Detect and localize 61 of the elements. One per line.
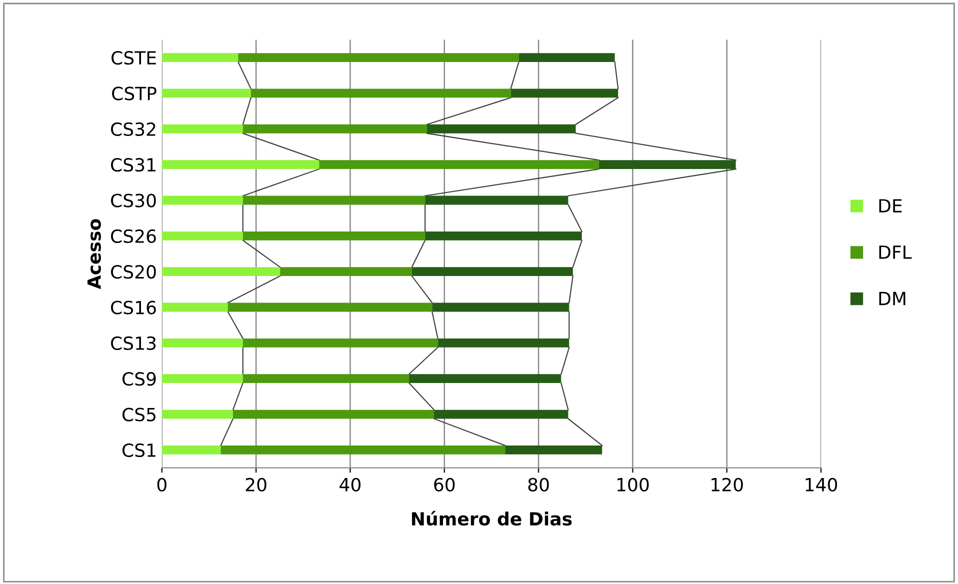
legend-label: DE bbox=[879, 199, 902, 212]
y-axis-title: Acesso bbox=[88, 219, 101, 290]
bar bbox=[162, 302, 228, 312]
bar bbox=[242, 124, 427, 134]
x-tick-label: 40 bbox=[340, 478, 361, 492]
bar bbox=[162, 196, 243, 205]
x-tick-label: 60 bbox=[434, 478, 455, 492]
x-tick-label: 80 bbox=[528, 478, 549, 492]
bar bbox=[162, 267, 280, 276]
bar bbox=[598, 160, 736, 170]
bar bbox=[238, 53, 519, 62]
bar bbox=[425, 231, 582, 240]
bar bbox=[232, 410, 434, 419]
bar bbox=[425, 196, 568, 205]
bar bbox=[162, 53, 238, 62]
x-tick-label: 120 bbox=[712, 478, 743, 492]
bar bbox=[434, 410, 568, 419]
bar bbox=[162, 88, 251, 98]
y-tick-label: CS5 bbox=[122, 408, 156, 422]
bar bbox=[220, 445, 506, 454]
bar bbox=[319, 160, 599, 170]
bar bbox=[242, 374, 410, 384]
bar bbox=[438, 338, 570, 348]
bar bbox=[250, 88, 511, 98]
bar bbox=[242, 338, 438, 348]
legend-label: DM bbox=[879, 292, 906, 306]
bar bbox=[426, 124, 576, 134]
bar bbox=[162, 160, 320, 170]
y-tick-label: CS1 bbox=[122, 443, 156, 458]
bar bbox=[228, 302, 432, 312]
bar bbox=[162, 124, 243, 134]
bar bbox=[162, 410, 233, 419]
y-tick-label: CS13 bbox=[111, 336, 156, 350]
y-tick-label: CS9 bbox=[122, 372, 156, 386]
x-tick-label: 140 bbox=[806, 478, 838, 492]
bar bbox=[280, 267, 412, 276]
bar bbox=[162, 231, 243, 240]
y-tick-label: CS32 bbox=[111, 122, 156, 136]
bar bbox=[518, 53, 615, 62]
bar bbox=[242, 231, 426, 240]
bar bbox=[409, 374, 562, 384]
y-tick-label: CS31 bbox=[111, 158, 156, 172]
legend-label: DFL bbox=[879, 246, 912, 259]
x-axis-title: Número de Dias bbox=[412, 510, 572, 526]
x-tick-label: 0 bbox=[157, 478, 166, 492]
bar bbox=[162, 338, 243, 348]
y-tick-label: CSTE bbox=[112, 51, 156, 65]
y-tick-label: CS20 bbox=[111, 265, 156, 279]
bar bbox=[242, 196, 426, 205]
bar bbox=[510, 88, 618, 98]
y-tick-label: CSTP bbox=[112, 86, 156, 100]
y-tick-label: CS30 bbox=[111, 194, 156, 208]
bar bbox=[162, 374, 243, 384]
y-tick-label: CS16 bbox=[111, 300, 156, 314]
bar bbox=[412, 267, 573, 276]
bar bbox=[505, 445, 602, 454]
bar bbox=[432, 302, 570, 312]
x-tick-label: 100 bbox=[617, 478, 649, 492]
y-tick-label: CS26 bbox=[111, 229, 156, 244]
bar bbox=[162, 445, 221, 454]
x-tick-label: 20 bbox=[246, 478, 266, 492]
